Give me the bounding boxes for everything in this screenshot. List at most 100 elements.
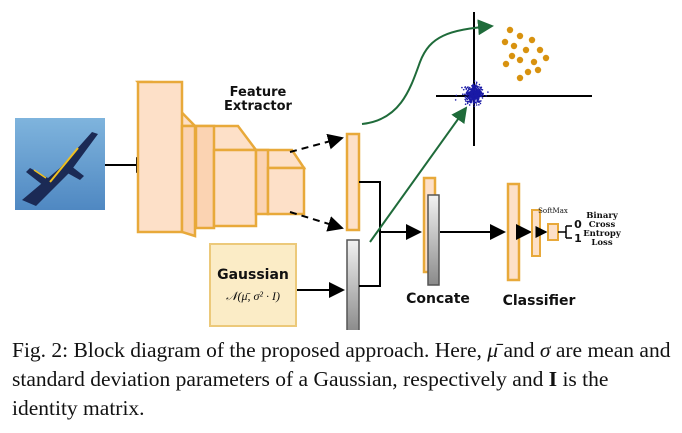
loss-line4: Loss [591, 237, 613, 248]
gaussian-sample-dot [481, 94, 484, 96]
classifier-layer1 [506, 182, 521, 282]
gaussian-sample-dot [478, 101, 480, 104]
gaussian-sample-dot [470, 99, 473, 101]
gaussian-sample-dot [475, 85, 477, 88]
input-image [15, 118, 105, 210]
gaussian-sample-dot [469, 101, 472, 104]
feature-embedding-dot [516, 56, 524, 64]
gaussian-sample-dot [468, 88, 470, 91]
gaussian-sample-dot [464, 96, 467, 98]
gaussian-sample-dot [466, 92, 468, 95]
loss-label: Binary Cross Entropy Loss [580, 212, 624, 248]
gaussian-sample-dot [467, 91, 470, 94]
classifier-layer2 [531, 209, 541, 257]
output-zero: 0 [574, 218, 582, 231]
gaussian-formula: 𝒩(μ̄, σ² · I) [225, 289, 281, 303]
concate-label: Concate [406, 291, 470, 307]
feature-embedding-dot [501, 38, 509, 46]
gaussian-sample-dot [473, 80, 476, 82]
block1-front [136, 80, 184, 234]
merge-line-bottom [359, 232, 381, 287]
gaussian-sample-dot [475, 81, 478, 84]
gaussian-sample-dot [468, 104, 471, 106]
gaussian-sample-dot [475, 82, 478, 85]
caption-identity: I [548, 367, 558, 391]
gaussian-sample-dot [455, 94, 458, 97]
gaussian-sample-dot [478, 83, 481, 86]
gaussian-sample-dot [473, 100, 475, 102]
gaussian-sample-dot [473, 90, 476, 93]
gaussian-sample-dot [464, 103, 467, 106]
gaussian-sample-dot [472, 103, 475, 105]
gaussian-sample-dot [477, 87, 480, 90]
gaussian-sample-dot [479, 93, 481, 96]
gaussian-sample-dot [466, 96, 469, 99]
figure-caption: Fig. 2: Block diagram of the proposed ap… [12, 336, 672, 423]
gaussian-sample-dot [472, 88, 475, 90]
gaussian-sample-dot [473, 93, 476, 95]
gaussian-sample-dot [468, 95, 471, 98]
gaussian-sample-dot [485, 94, 487, 97]
block3-front [266, 166, 306, 216]
gaussian-sample-dot [462, 88, 465, 91]
caption-middle1: and [498, 338, 540, 362]
gaussian-sample-dot [470, 88, 472, 91]
feature-extractor-label: Feature Extractor [218, 86, 298, 113]
feature-embedding-dot [542, 54, 550, 62]
gaussian-sample-dot [477, 96, 479, 99]
feature-extractor-line1: Feature [229, 85, 287, 100]
gaussian-sample-dot [475, 91, 477, 94]
feature-embedding-dot [502, 60, 510, 68]
gaussian-sample-dot [464, 93, 466, 96]
feature-embedding-dot [522, 46, 530, 54]
gaussian-sample-dot [480, 100, 482, 102]
gaussian-sample-dot [466, 91, 468, 93]
green-arrow-features [361, 19, 494, 125]
feature-embedding-dot [534, 66, 542, 74]
feature-embedding-dot [524, 68, 532, 76]
gaussian-sample-dot [478, 104, 480, 106]
gaussian-sample-dot [471, 98, 474, 100]
gaussian-sample-dot [474, 84, 477, 86]
feature-embedding-dot [506, 26, 514, 34]
gaussian-sample-dot [473, 84, 475, 87]
gaussian-sample-dot [467, 100, 470, 103]
gaussian-sample-dot [479, 95, 482, 97]
block1-side [180, 124, 197, 238]
gaussian-sample-dot [473, 105, 476, 108]
gaussian-sample-dot [479, 89, 481, 91]
gaussian-sample-dot [470, 101, 473, 103]
caption-suffix: is the identity matrix. [12, 367, 609, 420]
gaussian-sample-dot [475, 102, 477, 104]
output-one: 1 [574, 232, 582, 245]
loss-line2: Cross [588, 219, 616, 230]
gaussian-sample-dot [478, 92, 480, 95]
gaussian-sample-dot [480, 91, 483, 94]
gaussian-sample-dot [477, 98, 479, 101]
gaussian-sample-dot [464, 98, 466, 101]
gaussian-sample-dot [472, 101, 475, 104]
gaussian-sample-dot [473, 98, 476, 100]
feature-embedding-dot [516, 74, 524, 82]
gaussian-sample-dot [487, 91, 489, 93]
gaussian-sample-dot [464, 86, 467, 88]
loss-line1: Binary [586, 211, 618, 221]
gaussian-sample-dot [468, 86, 471, 89]
loss-line3: Entropy [583, 228, 621, 239]
gaussian-sample-dot [476, 94, 479, 97]
gaussian-sample-dot [475, 104, 478, 106]
fighter-jet-photo-icon [22, 132, 98, 206]
dashed-arrow-top [289, 133, 344, 153]
merge-line-top [359, 181, 381, 232]
concat-gaussian-part [427, 194, 440, 286]
softmax-label: SoftMax [538, 207, 568, 215]
gaussian-title: Gaussian [217, 267, 289, 283]
feature-cluster [501, 26, 550, 82]
gaussian-sample-dot [471, 90, 473, 93]
feature-extractor [134, 80, 307, 238]
output-branches [558, 225, 572, 239]
green-arrow-gaussian [369, 106, 468, 243]
gaussian-sample-dot [466, 86, 469, 89]
gaussian-sample-dot [477, 90, 480, 93]
gaussian-sample-dot [469, 93, 472, 95]
